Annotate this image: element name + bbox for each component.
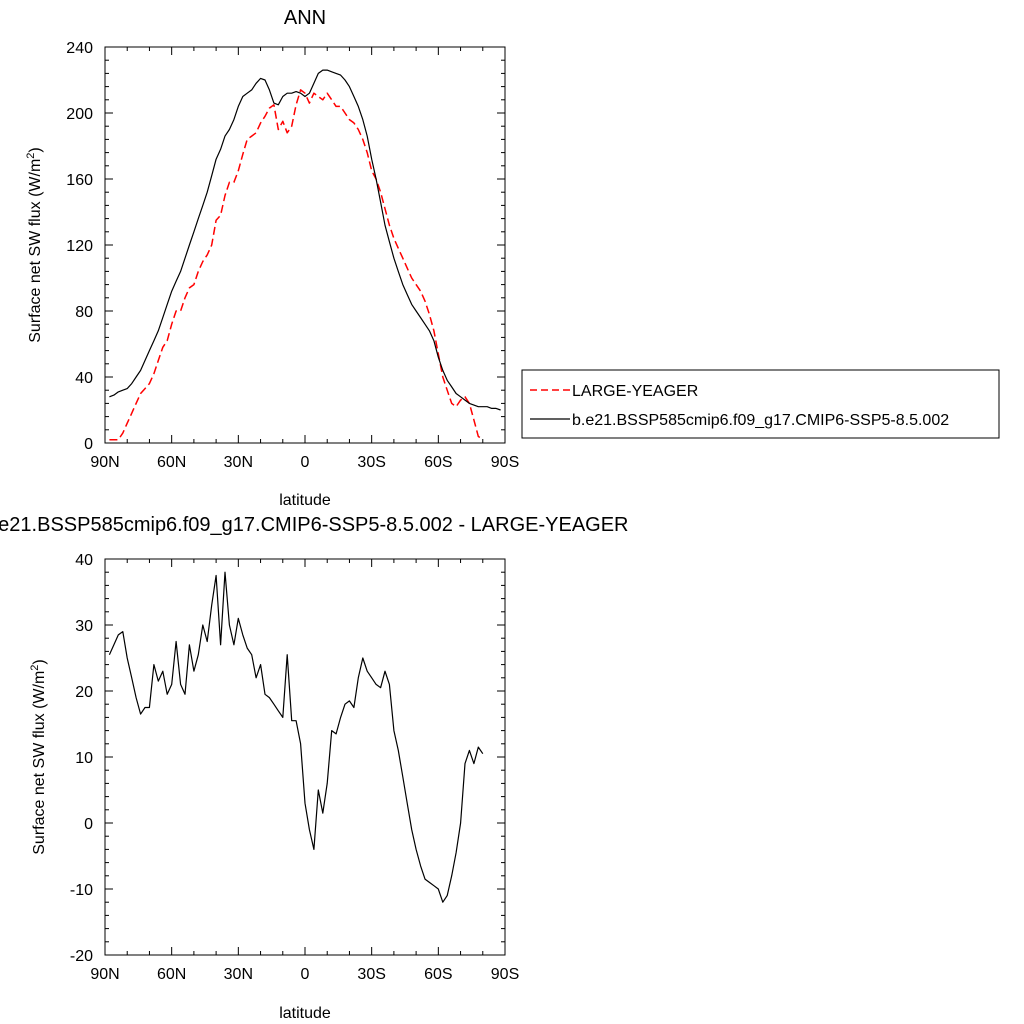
top-y-axis-label: Surface net SW flux (W/m2)	[25, 147, 44, 343]
top-y-tick-label: 80	[75, 304, 93, 321]
bottom-chart-title: b.e21.BSSP585cmip6.f09_g17.CMIP6-SSP5-8.…	[0, 514, 629, 536]
bottom-y-tick-label: 0	[84, 816, 93, 833]
top-y-axis-label-sup: 2	[25, 153, 37, 159]
top-x-tick-label: 60N	[157, 454, 186, 471]
bottom-panel: b.e21.BSSP585cmip6.f09_g17.CMIP6-SSP5-8.…	[0, 514, 629, 1022]
bottom-y-axis-label-end: )	[31, 659, 48, 664]
top-x-axis-label: latitude	[279, 492, 331, 509]
bottom-y-axis-label: Surface net SW flux (W/m2)	[29, 659, 48, 855]
bottom-axes: 90N 60N 30N 0 30S 60S 90S -20 -10 0 10 20 30 40	[70, 552, 519, 983]
top-axes: 90N 60N 30N 0 30S 60S 90S 0 40 80 120 160 200 240	[66, 40, 519, 471]
legend: LARGE-YEAGER b.e21.BSSP585cmip6.f09_g17.…	[521, 369, 1000, 439]
top-chart-title: ANN	[284, 7, 326, 29]
top-y-tick-label: 200	[66, 106, 93, 123]
legend-label-large-yeager: LARGE-YEAGER	[572, 383, 698, 400]
top-y-tick-label: 240	[66, 40, 93, 57]
top-series-line-1	[109, 89, 484, 441]
bottom-x-tick-label: 90N	[90, 966, 119, 983]
bottom-x-tick-label: 90S	[491, 966, 519, 983]
bottom-y-axis-label-main: Surface net SW flux (W/m	[31, 671, 48, 855]
bottom-x-tick-label: 30N	[224, 966, 253, 983]
bottom-plot-frame	[104, 558, 506, 956]
top-x-tick-label: 60S	[424, 454, 452, 471]
bottom-plot-area	[108, 571, 484, 903]
bottom-x-tick-label: 60S	[424, 966, 452, 983]
top-x-tick-label: 90S	[491, 454, 519, 471]
bottom-x-tick-label: 30S	[357, 966, 385, 983]
bottom-series-line-1	[108, 571, 484, 903]
bottom-y-tick-label: 30	[75, 618, 93, 635]
bottom-y-tick-label: -10	[70, 882, 93, 899]
top-y-tick-label: 40	[75, 370, 93, 387]
top-plot-frame	[104, 46, 506, 444]
bottom-y-tick-label: 40	[75, 552, 93, 569]
top-y-axis-label-end: )	[27, 147, 44, 152]
top-x-tick-label: 0	[301, 454, 310, 471]
bottom-x-tick-label: 60N	[157, 966, 186, 983]
top-y-tick-label: 0	[84, 436, 93, 453]
top-series-line-2	[109, 69, 501, 411]
top-y-axis-label-main: Surface net SW flux (W/m	[27, 159, 44, 343]
bottom-y-tick-label: 20	[75, 684, 93, 701]
legend-label-model: b.e21.BSSP585cmip6.f09_g17.CMIP6-SSP5-8.…	[572, 412, 949, 429]
top-y-tick-label: 160	[66, 172, 93, 189]
bottom-y-tick-label: 10	[75, 750, 93, 767]
bottom-x-axis-label: latitude	[279, 1005, 331, 1022]
top-y-tick-label: 120	[66, 238, 93, 255]
top-plot-area	[109, 69, 501, 441]
bottom-y-axis-label-sup: 2	[29, 665, 41, 671]
top-x-tick-label: 30N	[224, 454, 253, 471]
legend-box	[521, 369, 1000, 439]
top-panel: ANN 90N 60N 30N 0 30S 60S 90S 0 40 80 120 160 200 240…	[25, 7, 1000, 509]
bottom-x-tick-label: 0	[301, 966, 310, 983]
top-x-tick-label: 30S	[357, 454, 385, 471]
top-x-tick-label: 90N	[90, 454, 119, 471]
bottom-y-tick-label: -20	[70, 948, 93, 965]
